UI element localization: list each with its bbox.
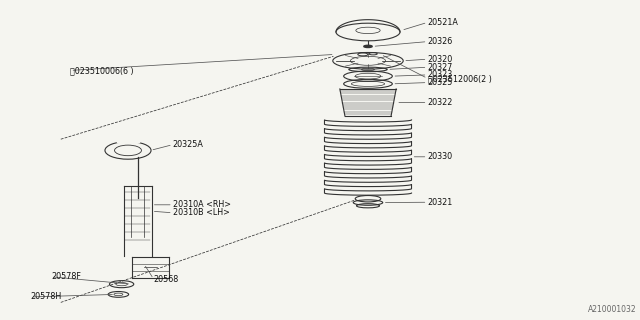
Text: 20578H: 20578H [31,292,62,301]
Text: 20320: 20320 [428,55,452,64]
Text: 20326: 20326 [428,37,452,46]
Text: 20568: 20568 [154,275,179,284]
Text: ⓝ023512006(2 ): ⓝ023512006(2 ) [428,74,492,83]
Ellipse shape [364,45,372,47]
Text: 20310B <LH>: 20310B <LH> [173,208,230,217]
Text: 20325A: 20325A [173,140,204,149]
Text: 20330: 20330 [428,152,452,161]
Text: 20327: 20327 [428,63,453,72]
Text: 20310A <RH>: 20310A <RH> [173,200,231,209]
Text: ⓝ023510006(6 ): ⓝ023510006(6 ) [70,66,134,75]
Text: A210001032: A210001032 [588,305,637,314]
Text: 20323: 20323 [428,70,452,79]
Text: 20578F: 20578F [51,272,81,281]
Text: 20322: 20322 [428,98,453,107]
Text: 20321: 20321 [428,198,452,207]
Text: 20521A: 20521A [428,18,458,27]
Text: 20325: 20325 [428,78,453,87]
